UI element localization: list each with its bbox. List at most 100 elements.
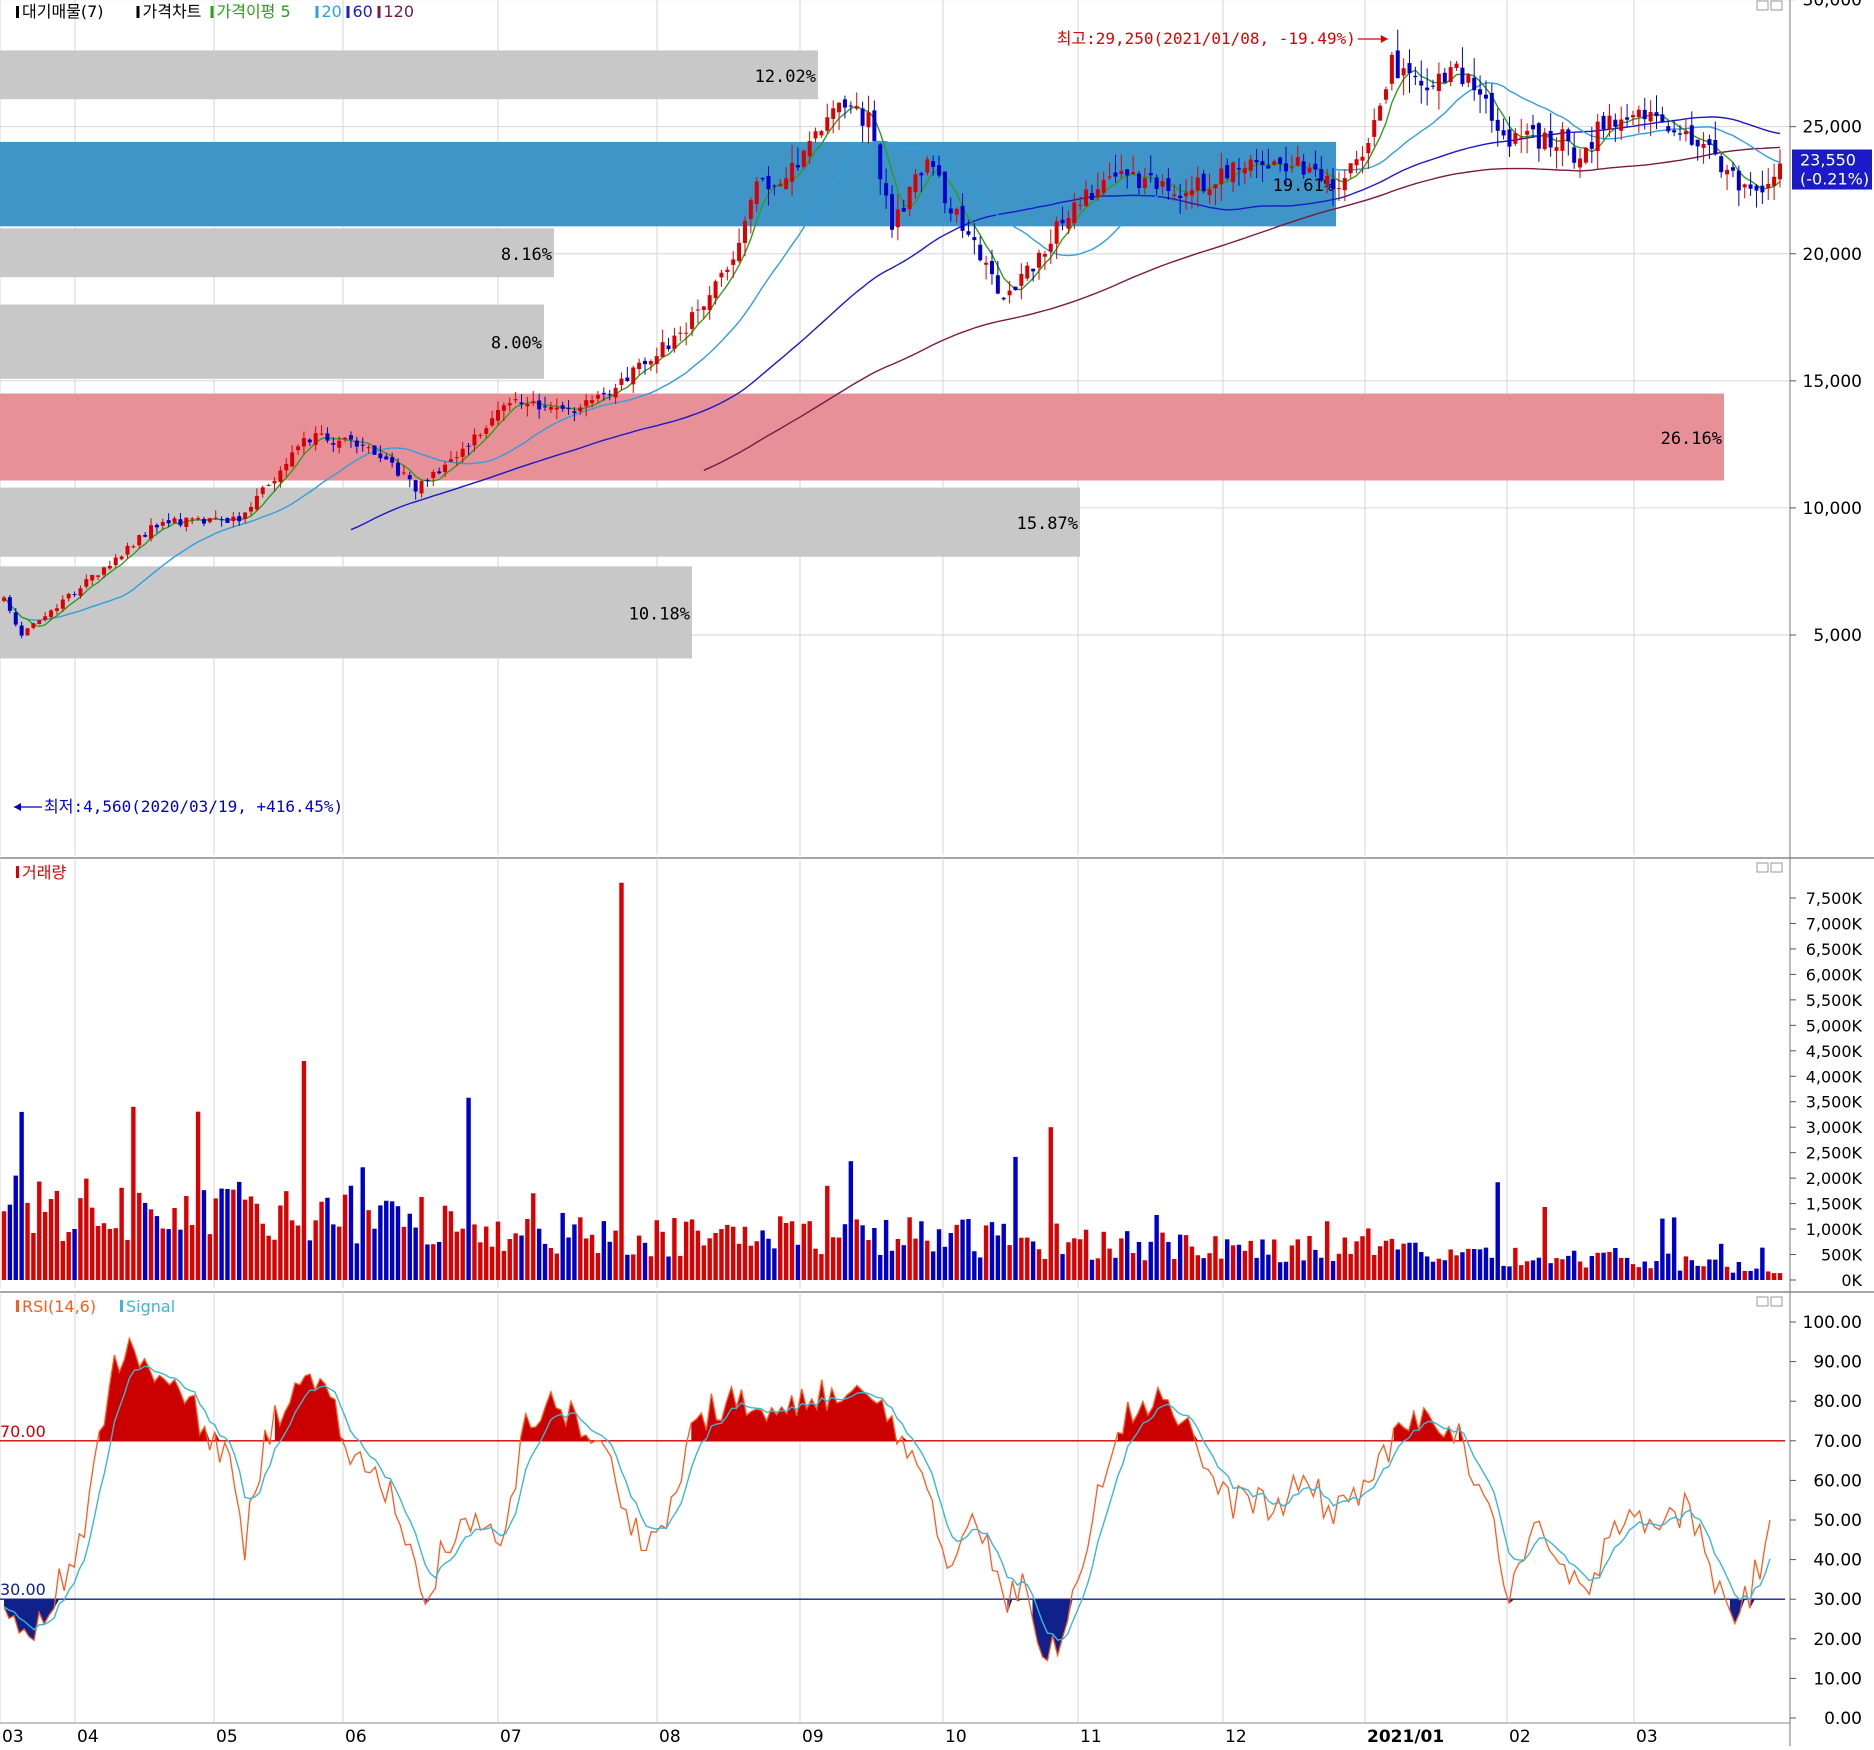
candle-body [1037, 252, 1042, 268]
candle-body [1013, 286, 1018, 291]
volume-bar [207, 1234, 213, 1280]
candle-body [19, 625, 24, 636]
candle-body [1742, 184, 1747, 188]
candle-body [137, 535, 142, 546]
volume-bar [72, 1229, 77, 1280]
volume-tick-label: 0K [1841, 1271, 1862, 1290]
volume-bar [825, 1185, 830, 1280]
price-tick-label: 10,000 [1803, 499, 1862, 519]
candle-body [1689, 125, 1694, 145]
last-change-label: (-0.21%) [1800, 170, 1869, 189]
candle-body [254, 495, 259, 510]
high-arrowhead [1380, 35, 1388, 43]
candle-body [760, 178, 765, 180]
volume-bar [284, 1191, 289, 1280]
candle-body [1242, 168, 1247, 174]
candle-body [1536, 123, 1541, 149]
volume-bar [1583, 1267, 1589, 1280]
candle-body [1042, 254, 1047, 257]
candle-body [931, 161, 936, 167]
volume-bar [1613, 1247, 1618, 1280]
volume-bar [254, 1203, 260, 1280]
volume-bar [1336, 1253, 1342, 1280]
candle-body [925, 159, 930, 173]
volume-bar [1519, 1265, 1524, 1280]
legend-ma120: 120 [384, 2, 415, 21]
volume-bar [1542, 1207, 1547, 1280]
volume-bar [1636, 1267, 1642, 1280]
volume-bar [1113, 1257, 1118, 1280]
volume-bar [148, 1209, 154, 1280]
last-price-tag [1792, 149, 1872, 190]
volume-bar [1036, 1249, 1042, 1280]
panel-maximize-icon [1756, 862, 1769, 873]
volume-bar [678, 1255, 683, 1280]
x-axis-label: 11 [1080, 1727, 1102, 1746]
candle-body [225, 517, 230, 523]
rsi-tick-label: 60.00 [1813, 1471, 1862, 1491]
candle-body [1566, 129, 1571, 142]
volume-bar [1377, 1246, 1383, 1280]
rsi-tick-label: 80.00 [1813, 1392, 1862, 1412]
candle-body [590, 400, 595, 404]
volume-tick-label: 6,500K [1806, 940, 1863, 959]
volume-bar [1383, 1240, 1389, 1280]
overbought-fill [99, 1338, 1464, 1441]
volume-bar [119, 1187, 124, 1280]
candle-body [948, 208, 953, 214]
candle-body [1531, 125, 1536, 130]
candle-body [2, 597, 6, 601]
volume-tick-label: 7,000K [1806, 914, 1863, 933]
candle-body [578, 407, 583, 412]
ma5-line [3, 69, 1781, 628]
candle-body [1483, 94, 1488, 99]
candle-body [1654, 112, 1659, 117]
volume-bar [384, 1200, 389, 1280]
candle-body [978, 244, 983, 261]
legend-swatch [120, 1300, 123, 1312]
candle-body [1078, 204, 1083, 206]
candle-body [1419, 80, 1424, 86]
x-axis-label: 04 [77, 1727, 99, 1746]
volume-bar [1301, 1260, 1306, 1280]
volume-profile-bar [0, 50, 818, 100]
x-axis-label: 07 [500, 1727, 522, 1746]
candle-body [1425, 87, 1430, 91]
volume-bar [607, 1241, 612, 1280]
candle-body [1060, 219, 1065, 224]
volume-bar [1119, 1238, 1124, 1280]
candle-body [584, 400, 589, 407]
volume-profile-label: 8.00% [491, 334, 542, 354]
volume-bar [572, 1224, 577, 1280]
volume-bar [1718, 1243, 1724, 1280]
volume-bar [42, 1211, 48, 1280]
volume-bar [1348, 1253, 1353, 1280]
volume-bar [337, 1226, 342, 1280]
candle-body [184, 517, 189, 527]
volume-bar [348, 1185, 354, 1280]
volume-bar [1319, 1257, 1324, 1280]
volume-bar [1213, 1236, 1218, 1280]
volume-bar [854, 1219, 859, 1280]
candle-body [96, 575, 101, 577]
volume-bar [542, 1243, 548, 1280]
candle-body [1554, 147, 1559, 151]
volume-bar [1736, 1262, 1742, 1280]
rsi-tick-label: 100.00 [1803, 1313, 1862, 1333]
candle-body [1048, 243, 1053, 252]
candle-body [1548, 131, 1553, 148]
volume-bar [407, 1213, 412, 1280]
volume-bar [1436, 1258, 1442, 1280]
volume-bar [366, 1210, 371, 1280]
volume-bar [1201, 1258, 1206, 1280]
candle-body [1683, 131, 1688, 135]
legend-swatch [16, 1300, 19, 1312]
candle-body [566, 408, 571, 410]
legend-ma-label: 가격이평 5 [217, 2, 291, 21]
candle-body [231, 516, 236, 522]
candle-body [1295, 157, 1300, 166]
volume-profile-label: 26.16% [1661, 429, 1722, 449]
volume-bar [1066, 1242, 1071, 1280]
candle-body [631, 367, 636, 385]
